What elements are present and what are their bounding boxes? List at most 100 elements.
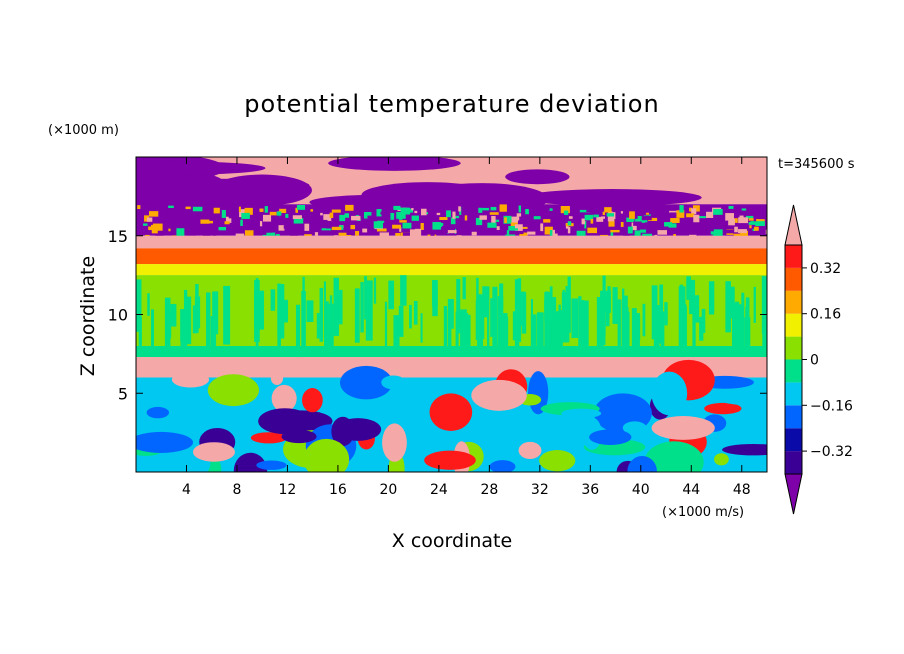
texture-cell — [402, 222, 412, 229]
texture-cell — [441, 225, 448, 234]
texture-cell — [745, 215, 754, 219]
colorbar-segment — [785, 336, 802, 360]
texture-cell — [329, 212, 334, 218]
texture-streak — [223, 285, 231, 345]
texture-cell — [363, 211, 372, 219]
texture-cell — [399, 226, 402, 232]
texture-streak — [660, 311, 665, 364]
texture-cell — [225, 210, 229, 215]
texture-cell — [549, 208, 553, 211]
texture-cell — [741, 208, 747, 211]
texture-cell — [421, 208, 427, 216]
texture-cell — [660, 213, 669, 219]
texture-eddy — [489, 460, 516, 472]
texture-cell — [495, 219, 500, 222]
texture-cell — [478, 207, 483, 213]
texture-cell — [587, 227, 598, 234]
texture-cell — [504, 217, 507, 224]
texture-cell — [644, 230, 654, 234]
texture-cell — [321, 228, 332, 231]
texture-cell — [489, 212, 499, 215]
x-tick-label: 44 — [682, 482, 700, 498]
texture-streak — [686, 276, 692, 300]
texture-cell — [458, 206, 461, 212]
texture-cell — [691, 228, 698, 236]
texture-cell — [244, 230, 254, 236]
texture-cell — [689, 207, 693, 212]
colorbar-tick-label: 0.32 — [810, 261, 841, 277]
texture-streak — [695, 295, 700, 323]
texture-streak — [475, 300, 479, 340]
texture-cell — [586, 206, 591, 213]
texture-cell — [224, 221, 230, 225]
texture-streak — [194, 296, 201, 329]
band-5 — [136, 275, 767, 384]
colorbar-segment — [785, 382, 802, 406]
texture-cell — [453, 215, 460, 219]
texture-cell — [620, 222, 624, 227]
texture-cell — [713, 209, 723, 215]
texture-cell — [244, 207, 253, 215]
colorbar-segment — [785, 405, 802, 429]
texture-cell — [728, 205, 734, 209]
x-unit-label: (×1000 m/s) — [662, 505, 744, 520]
x-tick-label: 28 — [480, 482, 498, 498]
texture-streak — [400, 275, 407, 306]
texture-cell — [148, 224, 157, 231]
texture-cell — [259, 208, 264, 212]
texture-streak — [497, 296, 504, 353]
texture-streak — [333, 277, 339, 336]
texture-eddy — [250, 432, 287, 444]
texture-cell — [584, 221, 587, 229]
texture-streak — [301, 302, 305, 371]
texture-cell — [331, 209, 341, 213]
texture-blob — [136, 161, 266, 175]
x-tick-label: 32 — [531, 482, 549, 498]
texture-cell — [643, 214, 651, 218]
texture-cell — [490, 206, 497, 211]
texture-cell — [447, 225, 455, 233]
texture-cell — [648, 217, 658, 221]
texture-cell — [400, 207, 411, 215]
time-label: t=345600 s — [778, 157, 855, 172]
texture-cell — [376, 209, 382, 217]
texture-streak — [354, 288, 360, 343]
texture-eddy — [256, 460, 287, 470]
texture-cell — [331, 226, 342, 231]
colorbar-segment — [785, 428, 802, 452]
texture-cell — [167, 210, 170, 217]
texture-cell — [686, 213, 695, 218]
texture-cell — [393, 218, 397, 224]
texture-cell — [395, 233, 401, 237]
texture-cell — [263, 226, 273, 233]
texture-cell — [543, 219, 551, 223]
texture-cell — [373, 221, 383, 229]
texture-blob — [361, 182, 494, 209]
texture-streak — [642, 303, 646, 337]
texture-cell — [627, 226, 633, 234]
texture-cell — [152, 223, 163, 231]
colorbar-max-extend — [784, 204, 803, 246]
texture-streak — [621, 299, 624, 357]
texture-streak — [600, 290, 604, 351]
x-tick-label: 20 — [379, 482, 397, 498]
texture-cell — [527, 231, 536, 235]
chart-title: potential temperature deviation — [244, 90, 659, 118]
texture-cell — [475, 217, 483, 226]
band-3 — [136, 248, 767, 265]
texture-cell — [411, 215, 419, 221]
texture-cell — [426, 220, 431, 227]
band-1 — [136, 204, 767, 244]
texture-cell — [657, 230, 668, 235]
texture-streak — [692, 307, 696, 368]
band-7 — [136, 357, 767, 378]
texture-cell — [399, 220, 407, 223]
texture-cell — [471, 231, 477, 236]
texture-cell — [610, 230, 614, 237]
texture-streak — [420, 313, 423, 343]
texture-cell — [264, 206, 268, 213]
texture-cell — [148, 211, 159, 217]
texture-eddy — [171, 371, 210, 388]
texture-cell — [728, 218, 735, 226]
texture-streak — [605, 304, 610, 327]
